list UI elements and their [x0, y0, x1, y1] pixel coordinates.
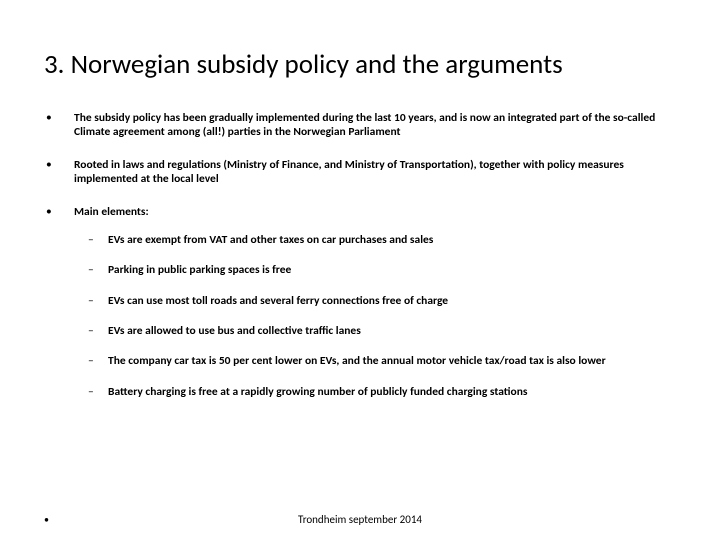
bullet-text: Rooted in laws and regulations (Ministry… [74, 158, 676, 187]
sub-bullet-item: – Parking in public parking spaces is fr… [74, 263, 676, 277]
bullet-marker: • [44, 158, 74, 187]
bullet-item: • Main elements: – EVs are exempt from V… [44, 205, 676, 416]
sub-bullet-item: – Battery charging is free at a rapidly … [74, 385, 676, 399]
sub-bullet-text: EVs are allowed to use bus and collectiv… [108, 324, 676, 338]
sub-bullet-list: – EVs are exempt from VAT and other taxe… [74, 233, 676, 399]
sub-bullet-text: EVs are exempt from VAT and other taxes … [108, 233, 676, 247]
sub-bullet-text: EVs can use most toll roads and several … [108, 294, 676, 308]
footer-text: Trondheim september 2014 [74, 513, 720, 526]
sub-bullet-marker: – [74, 324, 108, 338]
sub-bullet-text: Battery charging is free at a rapidly gr… [108, 385, 676, 399]
sub-bullet-item: – EVs are exempt from VAT and other taxe… [74, 233, 676, 247]
bullet-text-label: Main elements: [74, 205, 149, 219]
footer-marker: • [0, 513, 74, 526]
sub-bullet-text: Parking in public parking spaces is free [108, 263, 676, 277]
sub-bullet-text: The company car tax is 50 per cent lower… [108, 354, 676, 368]
slide: 3. Norwegian subsidy policy and the argu… [0, 0, 720, 540]
bullet-text: The subsidy policy has been gradually im… [74, 111, 676, 140]
bullet-text: Main elements: – EVs are exempt from VAT… [74, 205, 676, 416]
sub-bullet-marker: – [74, 354, 108, 368]
bullet-item: • The subsidy policy has been gradually … [44, 111, 676, 140]
slide-title: 3. Norwegian subsidy policy and the argu… [44, 48, 676, 81]
sub-bullet-marker: – [74, 294, 108, 308]
bullet-item: • Rooted in laws and regulations (Minist… [44, 158, 676, 187]
sub-bullet-marker: – [74, 233, 108, 247]
sub-bullet-marker: – [74, 263, 108, 277]
bullet-marker: • [44, 205, 74, 416]
bullet-list: • The subsidy policy has been gradually … [44, 111, 676, 415]
sub-bullet-item: – EVs are allowed to use bus and collect… [74, 324, 676, 338]
slide-footer: • Trondheim september 2014 [0, 513, 720, 526]
sub-bullet-marker: – [74, 385, 108, 399]
sub-bullet-item: – The company car tax is 50 per cent low… [74, 354, 676, 368]
sub-bullet-item: – EVs can use most toll roads and severa… [74, 294, 676, 308]
bullet-marker: • [44, 111, 74, 140]
